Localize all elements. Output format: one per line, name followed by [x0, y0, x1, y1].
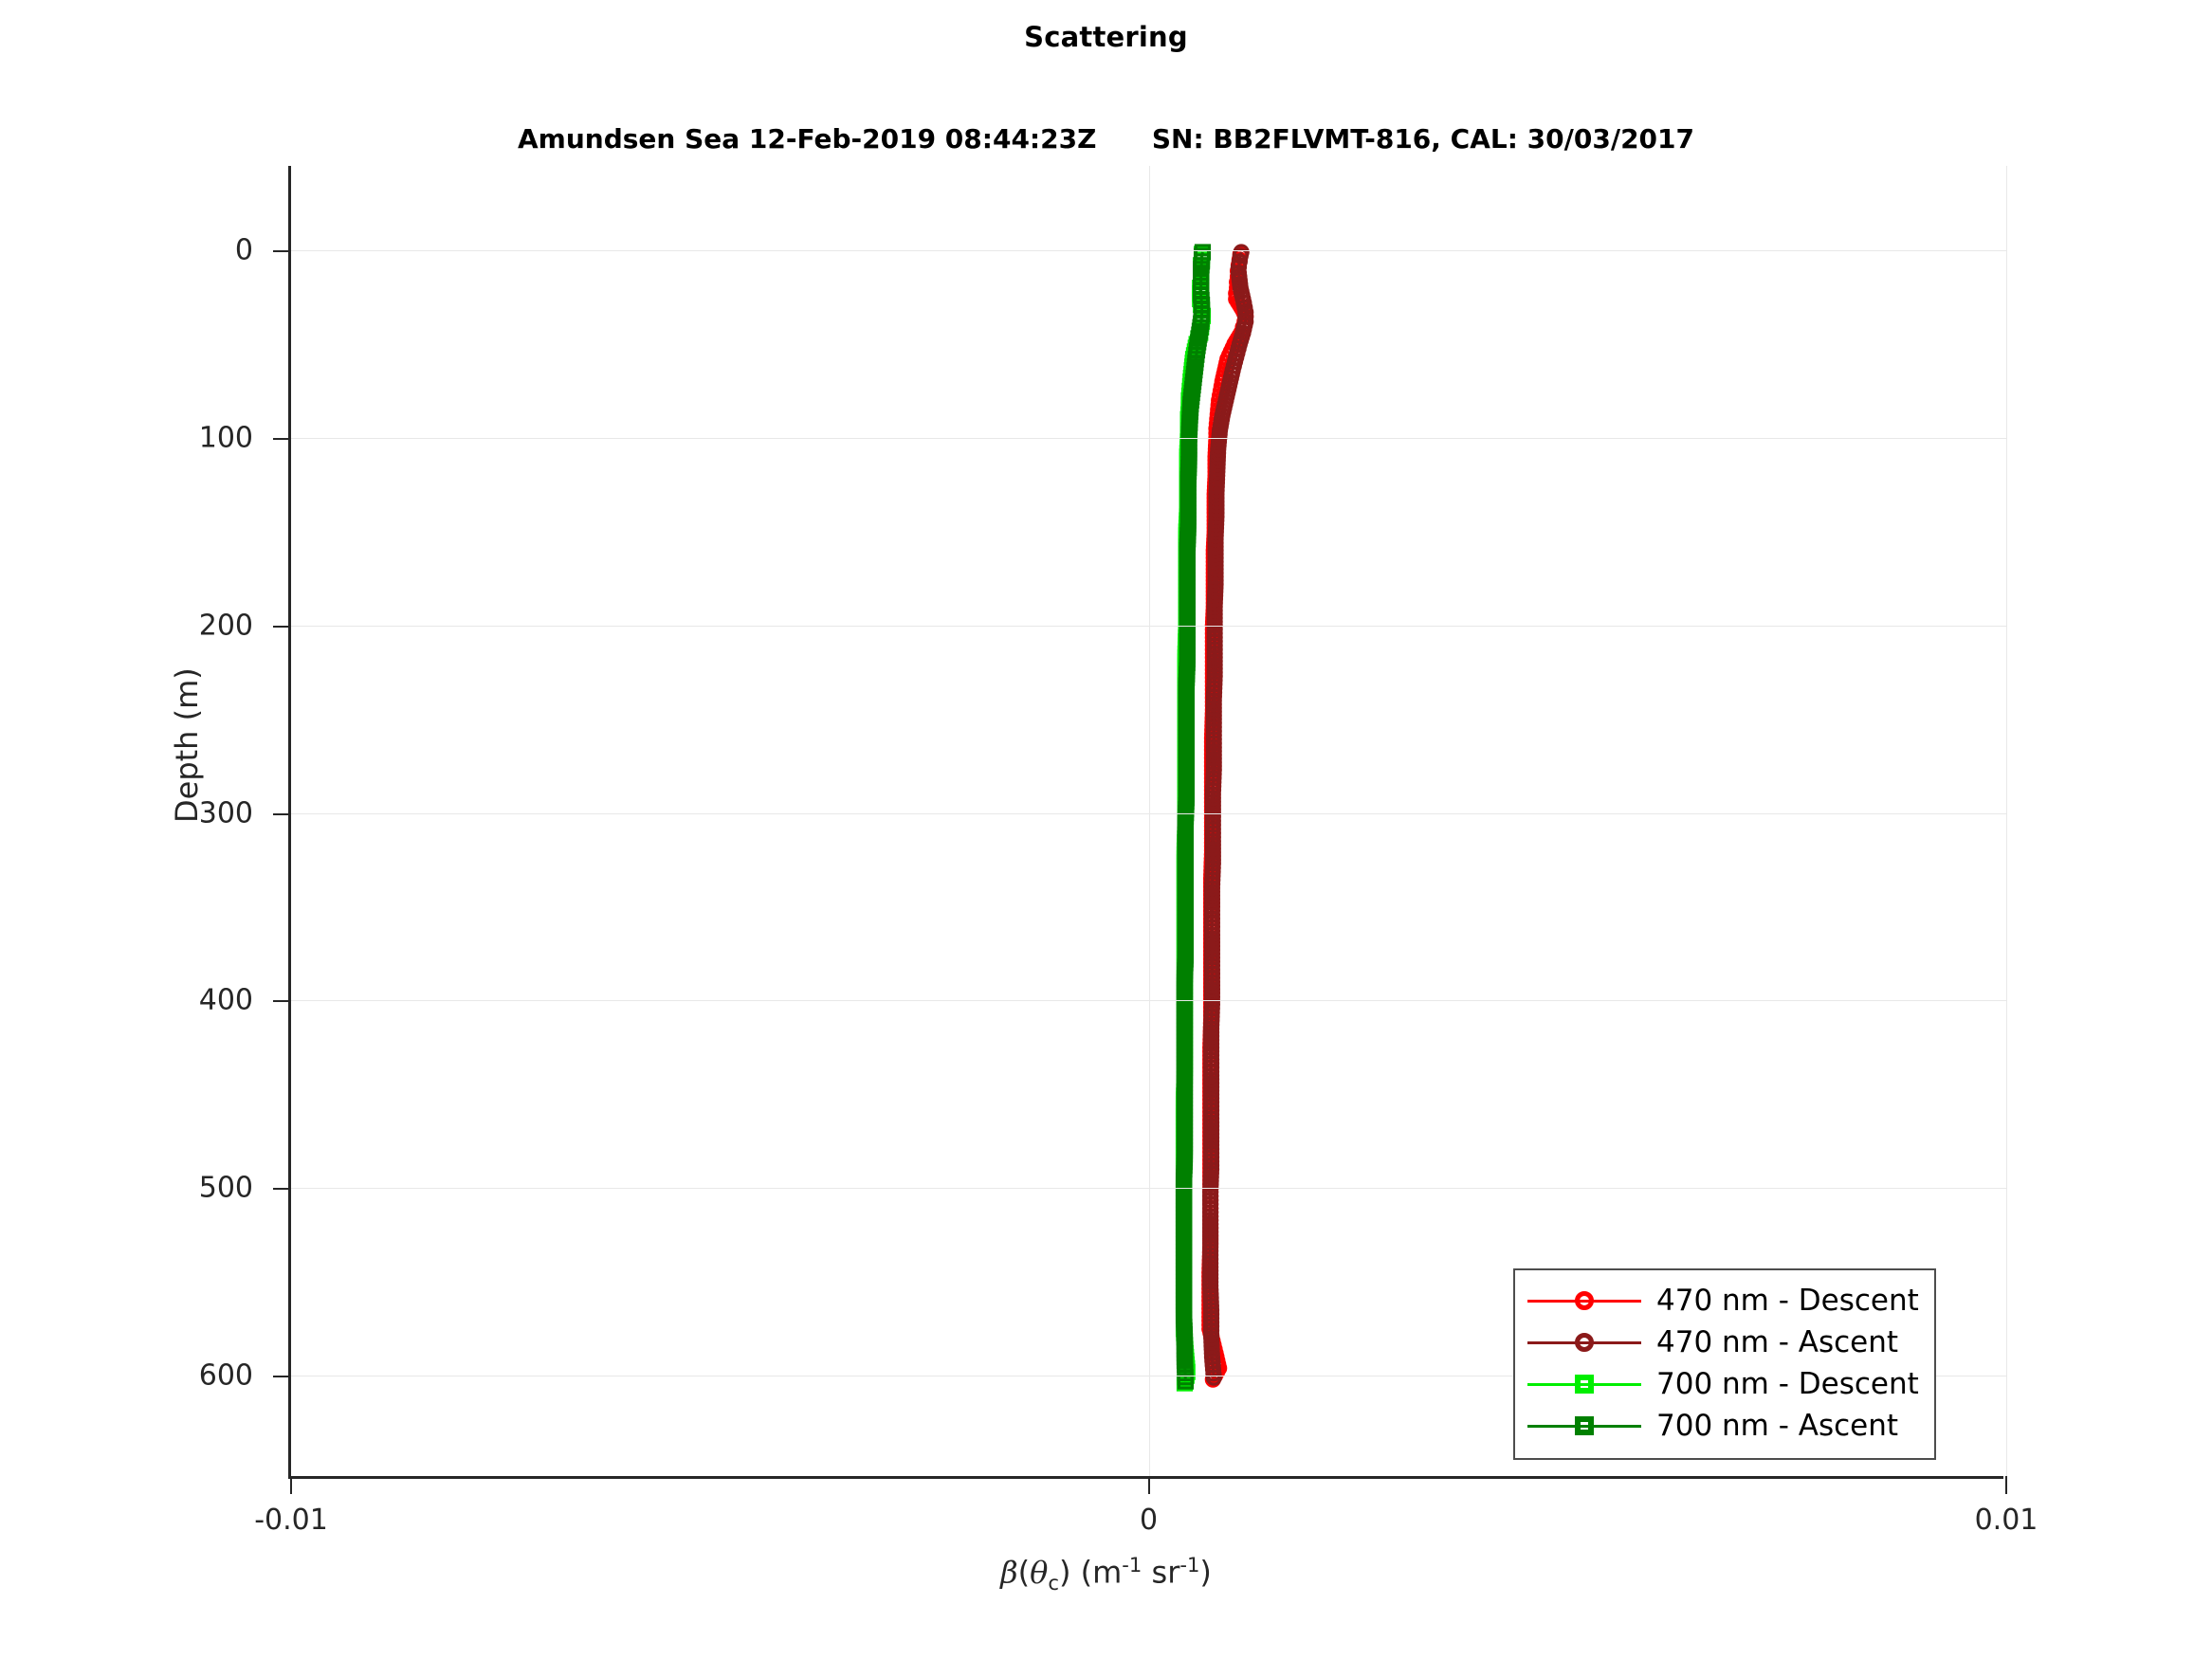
circle-marker-470-ascent: [1574, 1333, 1594, 1352]
y-tick-label: 0: [234, 233, 253, 267]
circle-marker: [1230, 264, 1248, 282]
legend-line: [1527, 1383, 1641, 1386]
y-axis-tick: [273, 250, 291, 253]
data-series-canvas: [1175, 244, 1254, 1392]
xlabel-open-paren: (: [1017, 1554, 1031, 1591]
y-tick-label: 300: [198, 796, 253, 830]
circle-marker-470-descent: [1574, 1291, 1594, 1310]
page-title: Scattering: [1024, 21, 1188, 53]
y-axis-tick: [273, 437, 291, 440]
y-tick-label: 200: [198, 609, 253, 643]
series-470-nm-ascent: [1202, 244, 1254, 1386]
legend-label: 700 nm - Ascent: [1656, 1409, 1899, 1443]
legend-item[interactable]: 470 nm - Ascent: [1525, 1322, 1919, 1363]
legend[interactable]: 470 nm - Descent 470 nm - Ascent 700 nm - …: [1513, 1268, 1936, 1460]
beta-symbol: β: [1000, 1554, 1018, 1591]
legend-item[interactable]: 470 nm - Descent: [1525, 1280, 1919, 1322]
gridline-vertical: [2006, 166, 2007, 1479]
legend-swatch: [1525, 1405, 1643, 1447]
xlabel-units-open: (m: [1080, 1554, 1123, 1591]
y-axis-tick: [273, 1376, 291, 1378]
legend-label: 470 nm - Descent: [1656, 1284, 1919, 1318]
theta-subscript: c: [1048, 1571, 1059, 1595]
legend-item[interactable]: 700 nm - Descent: [1525, 1363, 1919, 1405]
x-axis-label: β(θc) (m-1 sr-1): [0, 1553, 2212, 1595]
xlabel-units-close: ): [1199, 1554, 1212, 1591]
square-marker-700-descent: [1574, 1375, 1594, 1394]
x-axis-tick: [290, 1476, 292, 1494]
y-tick-label: 400: [198, 983, 253, 1017]
legend-swatch: [1525, 1322, 1643, 1363]
y-axis-tick: [273, 1188, 291, 1191]
xlabel-exponent-m: -1: [1122, 1553, 1143, 1577]
y-tick-label: 600: [198, 1358, 253, 1393]
xlabel-close-paren: ): [1058, 1554, 1071, 1591]
y-axis-tick: [273, 1000, 291, 1003]
legend-line: [1527, 1425, 1641, 1428]
y-axis-tick: [273, 812, 291, 815]
theta-symbol: θ: [1030, 1554, 1049, 1591]
y-axis-tick: [273, 625, 291, 628]
y-tick-label: 500: [198, 1171, 253, 1205]
gridline-vertical: [1148, 166, 1150, 1479]
x-axis-tick: [2005, 1476, 2007, 1494]
x-axis-tick: [1147, 1476, 1150, 1494]
series-700-nm-ascent: [1175, 244, 1212, 1390]
legend-swatch: [1525, 1280, 1643, 1322]
circle-marker: [1233, 244, 1250, 261]
square-marker-700-ascent: [1574, 1416, 1594, 1435]
xlabel-sr: sr: [1142, 1554, 1180, 1591]
legend-label: 700 nm - Descent: [1656, 1367, 1919, 1401]
y-tick-label: 100: [198, 421, 253, 455]
x-tick-label: -0.01: [254, 1504, 328, 1537]
legend-label: 470 nm - Ascent: [1656, 1325, 1899, 1359]
figure-subtitle: Amundsen Sea 12-Feb-2019 08:44:23Z SN: B…: [518, 123, 1694, 155]
x-tick-label: 0.01: [1974, 1504, 2038, 1537]
square-marker: [1194, 244, 1212, 261]
plot-area[interactable]: 0 100 200 300 400 500 600 -0.01 0 0.01: [199, 166, 2038, 1537]
xlabel-exponent-sr: -1: [1179, 1553, 1200, 1577]
legend-item[interactable]: 700 nm - Ascent: [1525, 1405, 1919, 1447]
x-tick-label: 0: [1139, 1504, 1159, 1537]
legend-swatch: [1525, 1363, 1643, 1405]
